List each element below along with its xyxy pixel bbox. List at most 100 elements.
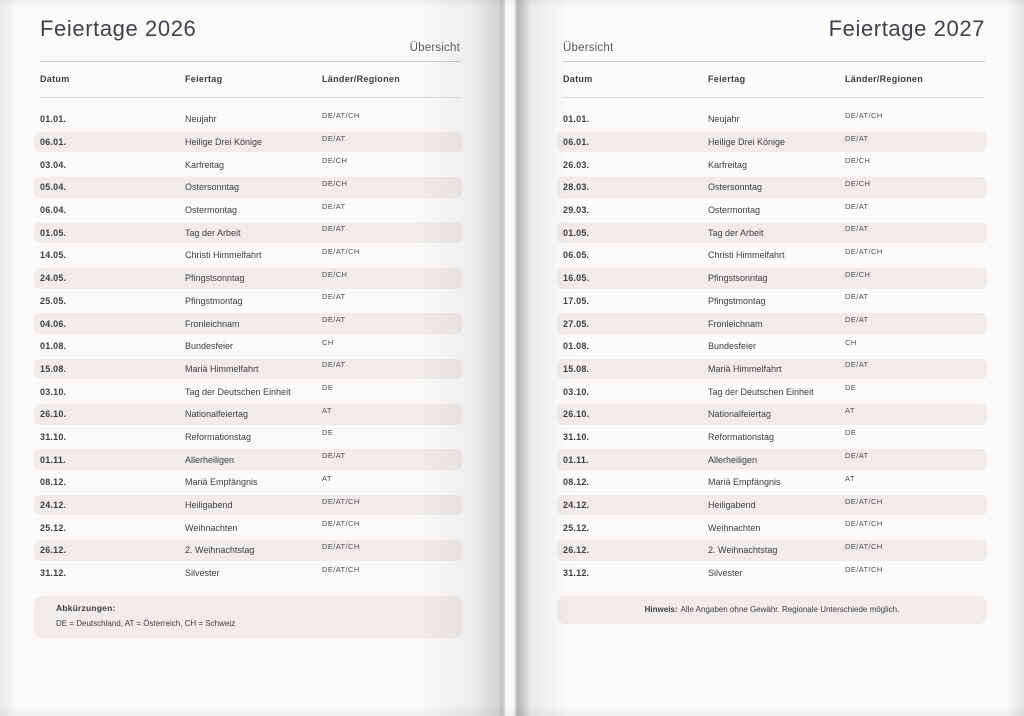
note-label: Hinweis: <box>644 605 678 615</box>
column-header-regionen: Länder/Regionen <box>845 74 924 84</box>
regions-cell: DE/AT/CH <box>845 541 883 551</box>
nav-label-uebersicht: Übersicht <box>563 42 614 54</box>
table-row: 08.12. Mariä Empfängnis AT <box>557 472 987 493</box>
holiday-cell: Christi Himmelfahrt <box>708 250 785 261</box>
regions-cell: DE/AT <box>845 451 869 461</box>
holiday-cell: Heiligabend <box>708 500 756 511</box>
table-row: 26.10. Nationalfeiertag AT <box>557 403 987 425</box>
regions-cell: DE/AT/CH <box>322 496 360 506</box>
table-row: 01.11. Allerheiligen DE/AT <box>34 449 462 470</box>
holiday-cell: Tag der Arbeit <box>708 227 764 238</box>
table-row: 06.01. Heilige Drei Könige DE/AT <box>34 131 462 153</box>
header-divider <box>40 61 460 62</box>
date-cell: 26.10. <box>40 409 67 420</box>
holiday-cell: Tag der Deutschen Einheit <box>185 386 291 397</box>
column-header-divider <box>563 97 985 98</box>
table-row: 06.05. Christi Himmelfahrt DE/AT/CH <box>557 245 987 266</box>
table-column-headers: Datum Feiertag Länder/Regionen <box>40 62 460 85</box>
table-row: 01.08. Bundesfeier CH <box>34 336 462 357</box>
regions-cell: DE/AT/CH <box>322 564 360 574</box>
holiday-cell: Fronleichnam <box>185 318 240 329</box>
holiday-cell: Ostermontag <box>185 205 238 216</box>
table-row: 01.01. Neujahr DE/AT/CH <box>557 109 987 130</box>
date-cell: 25.12. <box>563 522 590 533</box>
date-cell: 31.10. <box>563 431 590 442</box>
regions-cell: DE/AT <box>845 315 869 325</box>
table-row: 31.10. Reformationstag DE <box>557 427 987 448</box>
holiday-cell: Weihnachten <box>708 522 761 533</box>
regions-cell: DE/AT/CH <box>322 519 360 529</box>
table-row: 26.10. Nationalfeiertag AT <box>34 403 462 425</box>
date-cell: 27.05. <box>563 318 590 329</box>
column-header-feiertag: Feiertag <box>185 74 223 84</box>
date-cell: 28.03. <box>563 182 590 193</box>
date-cell: 03.10. <box>40 386 67 397</box>
date-cell: 24.12. <box>563 500 590 511</box>
holiday-cell: Ostermontag <box>708 205 761 216</box>
date-cell: 08.12. <box>563 477 590 488</box>
regions-cell: DE/AT <box>322 315 346 325</box>
holiday-cell: Heilige Drei Könige <box>708 137 786 148</box>
regions-cell: DE/AT <box>845 133 869 143</box>
regions-cell: DE/AT/CH <box>322 541 360 551</box>
holiday-cell: Allerheiligen <box>708 454 758 465</box>
table-row: 14.05. Christi Himmelfahrt DE/AT/CH <box>34 245 462 266</box>
holiday-cell: Tag der Deutschen Einheit <box>708 386 814 397</box>
table-row: 26.12. 2. Weihnachtstag DE/AT/CH <box>34 540 462 561</box>
regions-cell: DE/AT <box>322 292 346 302</box>
holiday-cell: Neujahr <box>708 114 740 125</box>
date-cell: 06.04. <box>40 205 67 216</box>
date-cell: 08.12. <box>40 477 67 488</box>
holiday-cell: Ostersonntag <box>185 182 240 193</box>
regions-cell: DE/AT <box>322 360 346 370</box>
date-cell: 01.11. <box>40 454 66 465</box>
date-cell: 31.12. <box>563 568 590 579</box>
holiday-cell: Silvester <box>708 568 743 579</box>
holiday-cell: Ostersonntag <box>708 182 763 193</box>
holiday-cell: Reformationstag <box>185 431 252 442</box>
regions-cell: DE/AT <box>322 133 346 143</box>
date-cell: 14.05. <box>40 250 67 261</box>
date-cell: 31.12. <box>40 568 67 579</box>
holiday-cell: Nationalfeiertag <box>708 409 772 420</box>
regions-cell: AT <box>845 473 855 483</box>
date-cell: 15.08. <box>40 363 67 374</box>
date-cell: 01.01. <box>563 114 590 125</box>
holiday-cell: Christi Himmelfahrt <box>185 250 262 261</box>
table-row: 31.12. Silvester DE/AT/CH <box>34 563 462 584</box>
table-row: 03.10. Tag der Deutschen Einheit DE <box>34 381 462 402</box>
date-cell: 17.05. <box>563 295 590 306</box>
date-cell: 15.08. <box>563 363 590 374</box>
date-cell: 16.05. <box>563 273 590 284</box>
holiday-cell: Pfingstmontag <box>708 295 766 306</box>
table-column-headers: Datum Feiertag Länder/Regionen <box>563 62 985 85</box>
holidays-table-2026: 01.01. Neujahr DE/AT/CH 06.01. Heilige D… <box>34 109 462 583</box>
date-cell: 01.05. <box>563 227 590 238</box>
table-row: 25.12. Weihnachten DE/AT/CH <box>34 517 462 538</box>
regions-cell: DE <box>322 383 334 393</box>
holiday-cell: Bundesfeier <box>708 341 757 352</box>
table-row: 04.06. Fronleichnam DE/AT <box>34 313 462 334</box>
table-row: 24.12. Heiligabend DE/AT/CH <box>34 494 462 516</box>
holiday-cell: Mariä Himmelfahrt <box>708 363 782 374</box>
table-row: 28.03. Ostersonntag DE/CH <box>557 177 987 198</box>
table-row: 01.05. Tag der Arbeit DE/AT <box>34 222 462 244</box>
holiday-cell: Tag der Arbeit <box>185 227 241 238</box>
regions-cell: DE/AT/CH <box>845 110 883 120</box>
regions-cell: DE/AT/CH <box>845 496 883 506</box>
regions-cell: DE/AT <box>322 451 346 461</box>
holiday-cell: 2. Weihnachtstag <box>708 545 778 556</box>
date-cell: 24.05. <box>40 273 67 284</box>
page-title: Feiertage 2026 <box>40 15 197 41</box>
table-row: 03.04. Karfreitag DE/CH <box>34 154 462 175</box>
regions-cell: DE/CH <box>845 269 871 279</box>
abbreviations-note: Abkürzungen: DE = Deutschland, AT = Öste… <box>34 596 462 638</box>
holiday-cell: Karfreitag <box>708 159 748 170</box>
regions-cell: DE/AT <box>322 224 346 234</box>
table-row: 01.01. Neujahr DE/AT/CH <box>34 109 462 130</box>
regions-cell: DE/CH <box>322 156 348 166</box>
date-cell: 03.04. <box>40 159 67 170</box>
date-cell: 26.12. <box>40 545 67 556</box>
regions-cell: DE/CH <box>845 156 871 166</box>
regions-cell: DE/AT <box>845 292 869 302</box>
